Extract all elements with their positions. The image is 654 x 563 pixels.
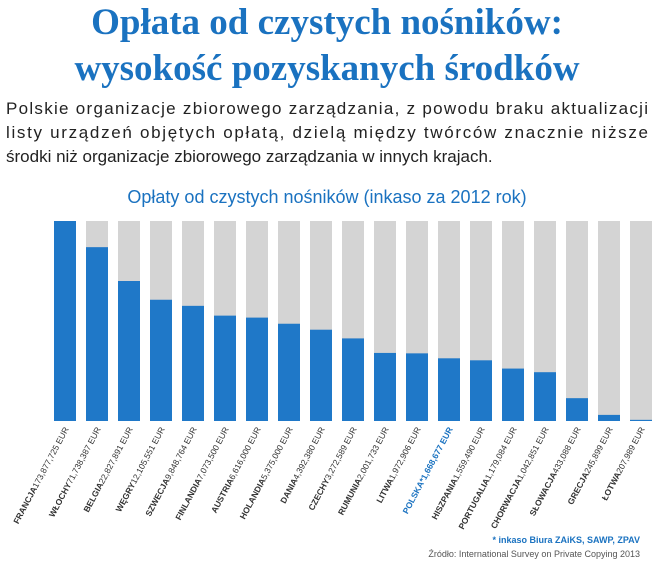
country-name: PORTUGALIA: [456, 477, 491, 531]
category-label: PORTUGALIA1,179,084 EUR: [456, 425, 519, 531]
value-label: 9,848,764 EUR: [163, 425, 199, 481]
value-label: 433,088 EUR: [550, 425, 583, 475]
value-label: 245,899 EUR: [582, 425, 615, 475]
country-name: HOLANDIA: [238, 477, 268, 521]
bar-background: [566, 221, 588, 421]
paragraph-line: listy urządzeń objętych opłatą, dzielą m…: [6, 123, 648, 142]
paragraph-line: środki niż organizacje zbiorowego zarząd…: [6, 147, 493, 166]
bar: [406, 353, 428, 421]
value-label: 207,989 EUR: [614, 425, 647, 475]
title-line: wysokość pozyskanych środków: [74, 48, 579, 89]
title-line: Opłata od czystych nośników:: [91, 2, 563, 43]
value-label: 1,972,906 EUR: [387, 425, 423, 481]
country-name: POLSKA*: [400, 476, 427, 516]
country-name: GRECJA: [565, 470, 590, 506]
bar: [566, 398, 588, 421]
country-name: CZECHY: [306, 476, 331, 512]
category-label: FRANCJA173,877,725 EUR: [11, 425, 71, 525]
paragraph-line: Polskie organizacje zbiorowego zarządzan…: [6, 99, 648, 118]
value-label: 1,179,084 EUR: [483, 425, 519, 481]
value-label: 71,738,387 EUR: [64, 425, 102, 485]
country-name: ŁOTWA: [600, 470, 623, 502]
value-label: 1,042,851 EUR: [515, 425, 551, 481]
bar: [54, 221, 76, 421]
bar: [214, 315, 236, 421]
bar: [118, 281, 140, 421]
bar: [150, 299, 172, 421]
bar-background: [630, 221, 652, 421]
bar: [502, 368, 524, 421]
country-name: AUSTRIA: [209, 477, 236, 515]
bar: [246, 317, 268, 421]
bar: [182, 305, 204, 421]
country-name: BELGIA: [81, 481, 105, 514]
country-name: SZWECJA: [143, 477, 171, 518]
value-label: 1,668,677 EUR: [419, 425, 455, 481]
country-name: FRANCJA: [11, 485, 39, 526]
chart-title: Opłaty od czystych nośników (inkaso za 2…: [127, 187, 526, 207]
value-label: 7,073,500 EUR: [195, 425, 231, 481]
bar: [438, 358, 460, 421]
bar-background: [598, 221, 620, 421]
bar: [374, 352, 396, 421]
bar: [278, 323, 300, 421]
source: Źródło: International Survey on Private …: [428, 549, 640, 559]
bar: [534, 372, 556, 421]
value-label: 6,616,000 EUR: [227, 425, 263, 481]
bar: [598, 414, 620, 421]
bar: [470, 360, 492, 421]
footnote: * inkaso Biura ZAiKS, SAWP, ZPAV: [492, 535, 640, 545]
value-label: 5,375,000 EUR: [259, 425, 295, 481]
value-label: 2,001,733 EUR: [355, 425, 391, 481]
country-name: FINLANDIA: [173, 477, 203, 522]
value-label: 4,392,380 EUR: [291, 425, 327, 481]
bar: [342, 338, 364, 421]
bar: [310, 329, 332, 421]
bar-background: [534, 221, 556, 421]
category-label: CHORWACJA1,042,851 EUR: [489, 425, 551, 530]
country-name: SŁOWACJA: [527, 470, 558, 517]
country-name: WĘGRY: [113, 480, 137, 513]
country-name: WŁOCHY: [47, 480, 74, 518]
bar: [630, 419, 652, 421]
country-name: CHORWACJA: [489, 477, 524, 531]
value-label: 3,272,589 EUR: [323, 425, 359, 481]
value-label: 1,559,490 EUR: [451, 425, 487, 481]
value-label: 22,827,891 EUR: [96, 425, 134, 485]
country-name: RUMUNIA: [336, 477, 364, 517]
country-name: DANIA: [278, 477, 299, 505]
country-name: HISZPANIA: [429, 477, 459, 522]
country-name: LITWA: [374, 477, 395, 505]
value-label: 12,105,551 EUR: [128, 425, 166, 485]
bar: [86, 247, 108, 421]
